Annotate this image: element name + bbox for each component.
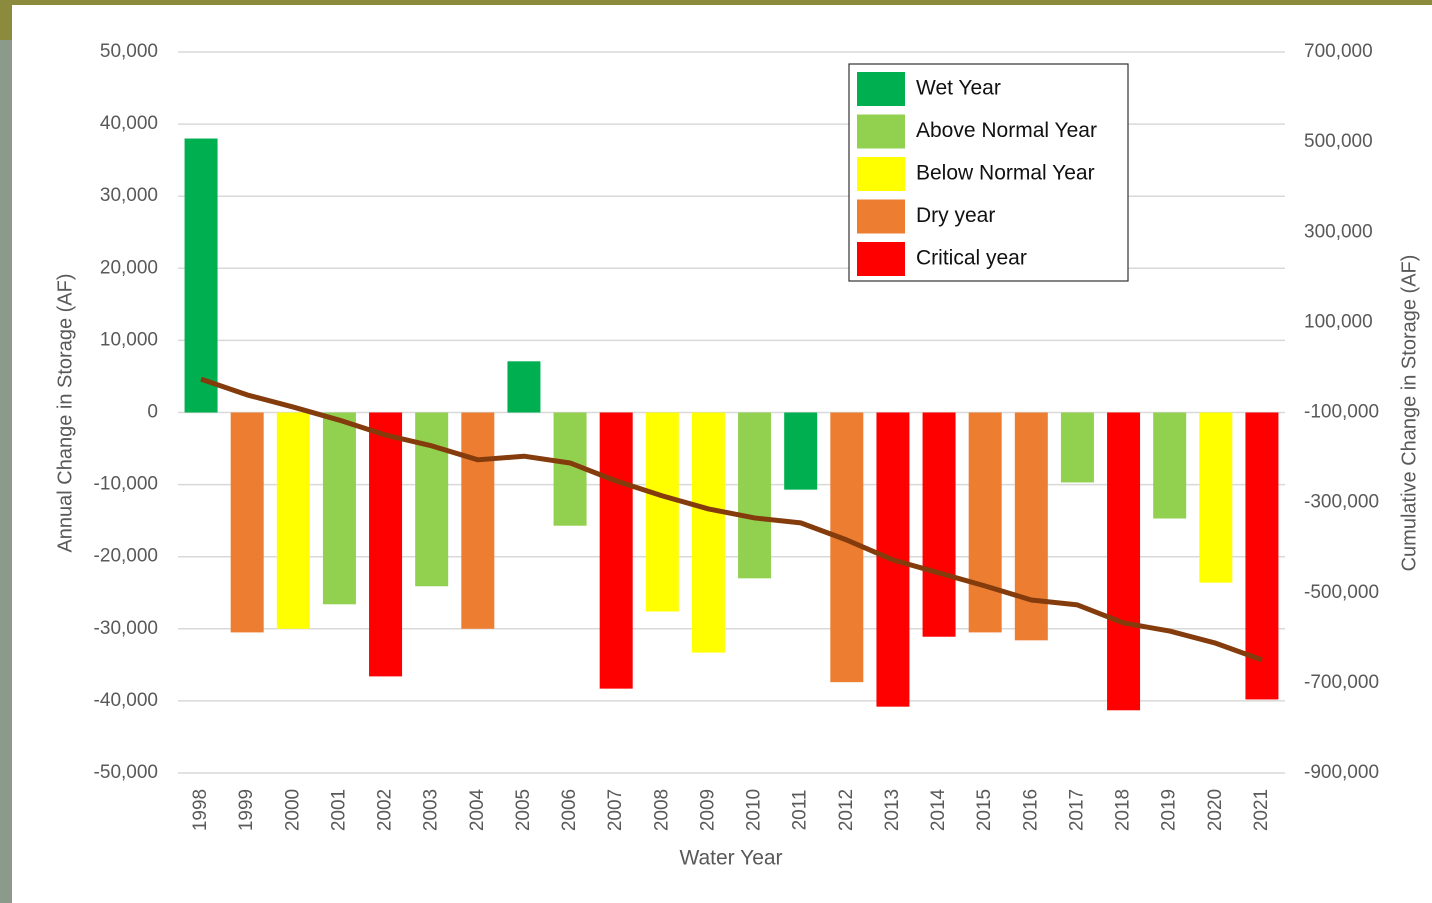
y-tick-label: 0 [147, 402, 158, 423]
x-tick-label: 2020 [1205, 789, 1226, 831]
bar [691, 412, 725, 653]
y2-tick-label: -100,000 [1304, 402, 1379, 423]
legend-swatch [857, 242, 905, 276]
bar [461, 412, 495, 629]
bar [599, 412, 633, 689]
x-tick-label: 2011 [790, 790, 811, 831]
y2-axis-title: Cumulative Change in Storage (AF) [1398, 255, 1420, 572]
y-tick-label: -20,000 [94, 546, 158, 567]
bar [922, 412, 956, 637]
bar [1060, 412, 1094, 483]
cumulative-line [200, 376, 1263, 663]
y2-tick-label: 300,000 [1304, 221, 1373, 242]
legend-label: Dry year [916, 204, 995, 227]
legend: Wet Year Above Normal Year Below Normal Ye… [848, 63, 1129, 282]
left-border [0, 40, 12, 903]
bar [1199, 412, 1233, 583]
x-tick-label: 2000 [282, 789, 303, 831]
x-tick-label: 2015 [974, 789, 995, 831]
y2-tick-label: -500,000 [1304, 582, 1379, 603]
bar [645, 412, 679, 612]
x-tick-label: 2017 [1066, 789, 1087, 831]
x-tick-label: 2016 [1020, 789, 1041, 831]
x-axis-title: Water Year [679, 847, 782, 870]
bar [784, 412, 818, 490]
bar [276, 412, 310, 629]
x-tick-label: 2004 [467, 788, 488, 831]
x-tick-label: 1998 [190, 789, 211, 831]
y-tick-label: 40,000 [100, 113, 158, 134]
y-tick-label: 10,000 [100, 329, 158, 350]
x-tick-label: 2013 [882, 789, 903, 831]
x-tick-label: 2009 [697, 789, 718, 831]
y2-tick-label: 500,000 [1304, 131, 1373, 152]
x-tick-label: 2018 [1113, 789, 1134, 831]
legend-swatch [857, 199, 905, 234]
x-tick-label: 2012 [836, 789, 857, 831]
y-tick-label: -30,000 [94, 618, 158, 639]
y-tick-label: 20,000 [100, 257, 158, 278]
bar [415, 412, 449, 587]
legend-label: Wet Year [916, 77, 1001, 100]
legend-label: Above Normal Year [916, 119, 1097, 142]
x-tick-label: 2001 [328, 789, 349, 831]
x-tick-label: 2019 [1159, 789, 1180, 831]
bar [507, 361, 541, 413]
legend-swatch [857, 72, 905, 106]
x-tick-label: 2014 [928, 788, 949, 831]
corner-border [0, 0, 12, 40]
y-tick-label: 30,000 [100, 185, 158, 206]
y-tick-label: -50,000 [94, 762, 158, 783]
y-tick-label: -10,000 [94, 474, 158, 495]
x-tick-label: 2007 [605, 789, 626, 831]
x-tick-label: 1999 [236, 789, 257, 831]
bar [1153, 412, 1187, 519]
x-tick-label: 2006 [559, 789, 580, 831]
x-tick-label: 2010 [744, 789, 765, 831]
legend-swatch [857, 157, 905, 191]
y2-tick-label: -700,000 [1304, 672, 1379, 693]
x-tick-label: 2021 [1251, 789, 1272, 831]
bar [230, 412, 264, 633]
legend-label: Critical year [916, 247, 1027, 270]
x-tick-label: 2005 [513, 789, 534, 831]
bar [968, 412, 1002, 633]
x-tick-label: 2003 [421, 789, 442, 831]
y-tick-label: -40,000 [94, 690, 158, 711]
x-tick-label: 2008 [651, 789, 672, 831]
legend-swatch [857, 114, 905, 149]
bar [738, 412, 772, 579]
bar [184, 138, 218, 413]
bar [1107, 412, 1141, 711]
bar [1245, 412, 1279, 700]
bar [322, 412, 356, 605]
x-tick-label: 2002 [375, 789, 396, 831]
y-tick-label: 50,000 [100, 41, 158, 62]
y2-tick-label: -300,000 [1304, 492, 1379, 513]
y2-tick-label: -900,000 [1304, 762, 1379, 783]
legend-label: Below Normal Year [916, 162, 1095, 185]
y-axis-title: Annual Change in Storage (AF) [54, 273, 76, 552]
bar [369, 412, 403, 677]
y2-tick-label: 100,000 [1304, 311, 1373, 332]
bar [1014, 412, 1048, 641]
top-border [0, 0, 1432, 5]
y2-tick-label: 700,000 [1304, 41, 1373, 62]
